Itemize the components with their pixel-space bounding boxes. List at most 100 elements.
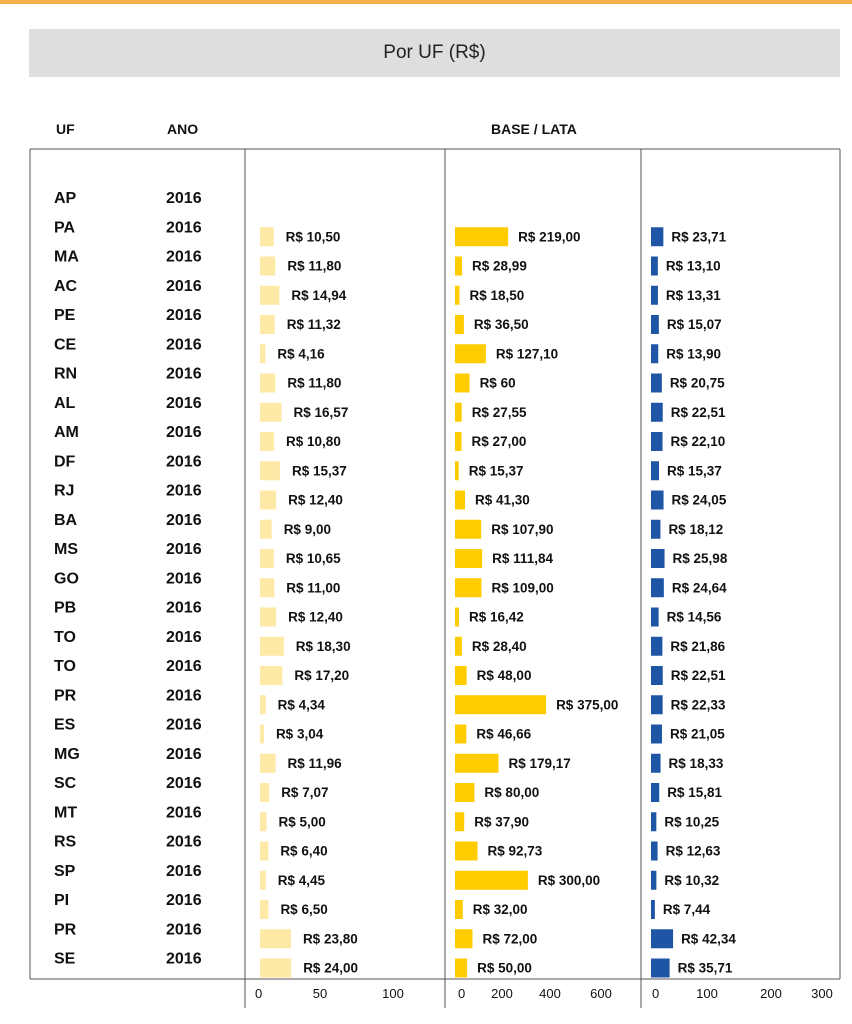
bar-value-label: R$ 127,10 [496,346,558,361]
bar-3 [651,549,665,568]
uf-label: PE [54,307,76,324]
year-label: 2016 [166,951,202,968]
uf-label: RS [54,834,77,851]
bar-3 [651,490,664,510]
bar-1 [260,432,275,451]
bar-value-label: R$ 12,40 [288,493,343,508]
bar-1 [260,666,283,685]
bar-2 [455,929,473,949]
x-tick-label: 100 [696,986,718,1001]
header-ano: ANO [167,121,199,137]
bar-value-label: R$ 16,42 [469,610,524,625]
uf-label: SC [54,775,77,792]
year-label: 2016 [166,366,202,383]
bar-value-label: R$ 4,45 [278,873,326,888]
bar-value-label: R$ 4,34 [278,697,326,712]
bar-value-label: R$ 41,30 [475,493,530,508]
bar-value-label: R$ 13,90 [666,346,721,361]
year-label: 2016 [166,746,202,763]
bar-3 [651,958,670,978]
bar-3 [651,636,663,656]
bar-value-label: R$ 12,40 [288,610,343,625]
year-label: 2016 [166,541,202,558]
uf-label: GO [54,570,79,587]
bar-value-label: R$ 22,33 [671,697,726,712]
bar-value-label: R$ 9,00 [284,522,331,537]
bar-1 [260,402,282,422]
bar-1 [260,227,274,247]
bar-2 [455,256,463,276]
bar-value-label: R$ 23,71 [671,229,726,244]
uf-label: AP [54,190,77,207]
uf-label: PA [54,219,75,236]
bar-value-label: R$ 18,12 [668,522,723,537]
bar-2 [455,666,467,685]
chart-title-bar: Por UF (R$) [29,29,840,77]
bar-value-label: R$ 17,20 [294,668,349,683]
uf-label: ES [54,717,76,734]
uf-label: PI [54,892,69,909]
bar-value-label: R$ 14,56 [667,610,722,625]
year-label: 2016 [166,834,202,851]
bar-3 [651,227,664,247]
bar-value-label: R$ 15,81 [667,785,722,800]
year-label: 2016 [166,775,202,792]
uf-label: RJ [54,483,74,500]
year-label: 2016 [166,249,202,266]
year-label: 2016 [166,190,202,207]
year-label: 2016 [166,658,202,675]
uf-label: PR [54,687,77,704]
year-label: 2016 [166,307,202,324]
x-tick-label: 600 [590,986,612,1001]
uf-label: RN [54,366,77,383]
bar-2 [455,344,486,364]
bar-2 [455,549,483,568]
bar-value-label: R$ 300,00 [538,873,600,888]
year-label: 2016 [166,219,202,236]
bar-value-label: R$ 11,80 [287,376,341,391]
chart-title: Por UF (R$) [383,42,486,63]
bar-1 [260,724,264,744]
bar-2 [455,870,528,890]
bar-2 [455,841,478,861]
x-tick-label: 200 [760,986,782,1001]
bar-value-label: R$ 28,40 [472,639,527,654]
bar-1 [260,607,277,627]
bar-3 [651,256,658,276]
bar-1 [260,870,266,890]
bar-value-label: R$ 27,55 [472,405,527,420]
bar-value-label: R$ 13,10 [666,259,721,274]
bar-3 [651,812,657,832]
bar-value-label: R$ 18,50 [469,288,524,303]
bar-1 [260,753,276,773]
bar-value-label: R$ 80,00 [484,785,539,800]
bar-value-label: R$ 21,86 [670,639,725,654]
uf-label: MA [54,249,79,266]
bar-value-label: R$ 22,10 [671,434,726,449]
bar-value-label: R$ 219,00 [518,229,580,244]
bar-2 [455,695,547,715]
bar-1 [260,344,266,364]
bar-value-label: R$ 11,80 [287,259,341,274]
year-label: 2016 [166,570,202,587]
uf-label: AC [54,278,78,295]
bar-2 [455,432,462,451]
bar-value-label: R$ 375,00 [556,697,618,712]
bar-1 [260,285,280,305]
bar-value-label: R$ 111,84 [492,551,553,566]
uf-label: CE [54,336,77,353]
bar-value-label: R$ 24,00 [303,961,358,976]
year-label: 2016 [166,921,202,938]
bar-2 [455,519,482,539]
bar-2 [455,900,463,919]
year-label: 2016 [166,424,202,441]
bar-value-label: R$ 22,51 [671,668,726,683]
year-label: 2016 [166,336,202,353]
top-accent-bar [0,0,852,4]
bar-2 [455,783,475,802]
uf-label: SP [54,863,76,880]
bar-1 [260,519,272,539]
uf-label: BA [54,512,78,529]
year-label: 2016 [166,395,202,412]
